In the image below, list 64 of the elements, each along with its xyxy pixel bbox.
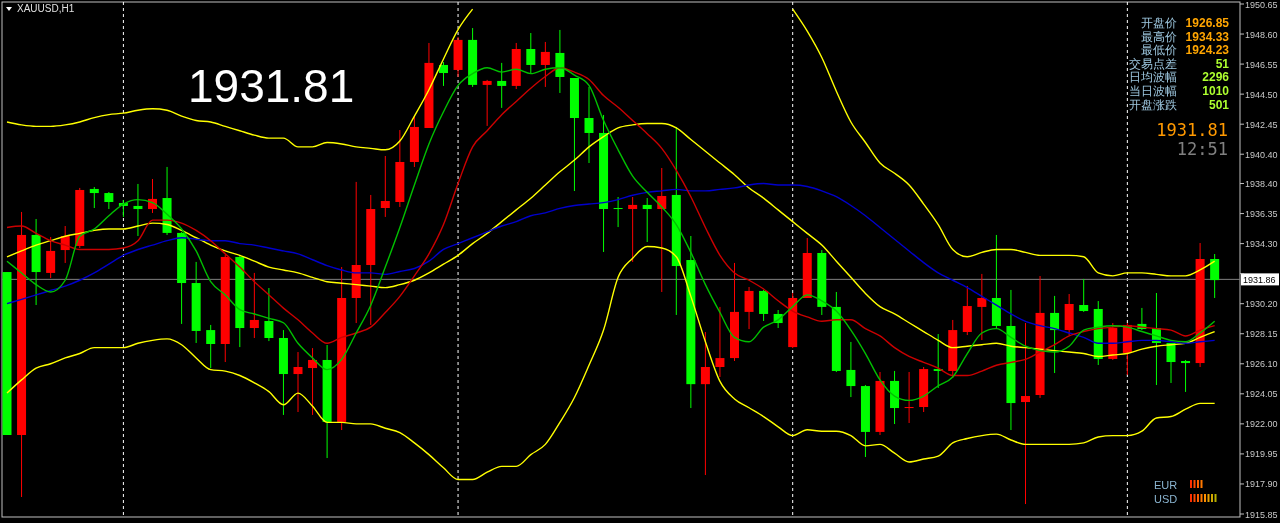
y-tick-label: 1938.40 bbox=[1245, 179, 1278, 190]
y-tick-label: 1948.60 bbox=[1245, 29, 1278, 40]
candlestick bbox=[1181, 359, 1191, 393]
y-tick-label: 1915.85 bbox=[1245, 509, 1278, 520]
candlestick bbox=[613, 196, 623, 228]
candlestick bbox=[759, 289, 769, 322]
candlestick bbox=[1021, 322, 1030, 505]
candlestick bbox=[584, 86, 594, 164]
y-tick-label: 1917.90 bbox=[1245, 479, 1278, 490]
candlestick bbox=[249, 272, 259, 339]
y-tick-label: 1934.30 bbox=[1245, 239, 1278, 250]
y-tick-label: 1919.95 bbox=[1245, 449, 1278, 460]
candlestick bbox=[1050, 295, 1060, 374]
annotation: USD bbox=[1154, 493, 1178, 505]
y-tick-label: 1940.40 bbox=[1245, 149, 1278, 160]
annotation: 1931.81 bbox=[1156, 120, 1228, 140]
candlestick bbox=[700, 331, 710, 476]
annotation: 1931.81 bbox=[188, 60, 355, 112]
candlestick bbox=[89, 186, 99, 209]
candlestick bbox=[628, 196, 638, 263]
text: 开盘涨跌 501 bbox=[1129, 97, 1229, 112]
candlestick bbox=[715, 306, 725, 378]
text: 当日波幅 1010 bbox=[1129, 84, 1229, 98]
chart-title: XAUUSD,H1 bbox=[17, 3, 75, 14]
candlestick bbox=[104, 191, 114, 210]
candlestick bbox=[293, 351, 303, 413]
y-tick-label: 1946.55 bbox=[1245, 59, 1278, 70]
text: 交易点差 51 bbox=[1129, 56, 1229, 71]
candlestick bbox=[46, 236, 56, 279]
y-tick-label: 1926.10 bbox=[1245, 359, 1278, 370]
candlestick bbox=[977, 273, 987, 341]
candlestick bbox=[1166, 342, 1176, 384]
y-tick-label: 1942.45 bbox=[1245, 119, 1278, 130]
line-series bbox=[6, 245, 1216, 481]
candlestick bbox=[308, 347, 318, 416]
y-tick-label: 1950.65 bbox=[1245, 0, 1278, 10]
y-tick-label: 1936.35 bbox=[1245, 209, 1278, 220]
annotation: EUR bbox=[1154, 479, 1178, 491]
text: 日均波幅 2296 bbox=[1129, 70, 1229, 85]
candlestick bbox=[846, 341, 856, 398]
candlestick bbox=[439, 61, 448, 87]
candlestick bbox=[526, 32, 536, 74]
annotation: 12:51 bbox=[1176, 139, 1228, 159]
candlestick bbox=[497, 62, 507, 109]
y-tick-label: 1944.50 bbox=[1245, 89, 1278, 100]
y-tick-label: 1928.15 bbox=[1245, 329, 1278, 340]
candlestick bbox=[1210, 253, 1220, 299]
candlestick bbox=[482, 79, 492, 127]
candlestick bbox=[744, 286, 754, 330]
candlestick bbox=[1079, 278, 1089, 313]
candlestick bbox=[904, 371, 914, 424]
candlestick bbox=[642, 197, 652, 243]
ref-line-label: 1931.86 bbox=[1243, 274, 1276, 285]
candlestick bbox=[264, 287, 274, 342]
candlestick bbox=[133, 183, 143, 237]
candlestick bbox=[540, 41, 550, 88]
y-tick-label: 1930.20 bbox=[1245, 299, 1278, 310]
annotation: 开盘价 1926.85 bbox=[1141, 16, 1230, 30]
y-tick-label: 1924.05 bbox=[1245, 389, 1278, 400]
annotation: 最高价 1934.33 bbox=[1141, 29, 1230, 44]
y-tick-label: 1922.00 bbox=[1245, 419, 1278, 430]
candlestick bbox=[380, 155, 390, 218]
annotation: 最低价 1924.23 bbox=[1141, 43, 1230, 58]
candlestick bbox=[206, 324, 216, 369]
